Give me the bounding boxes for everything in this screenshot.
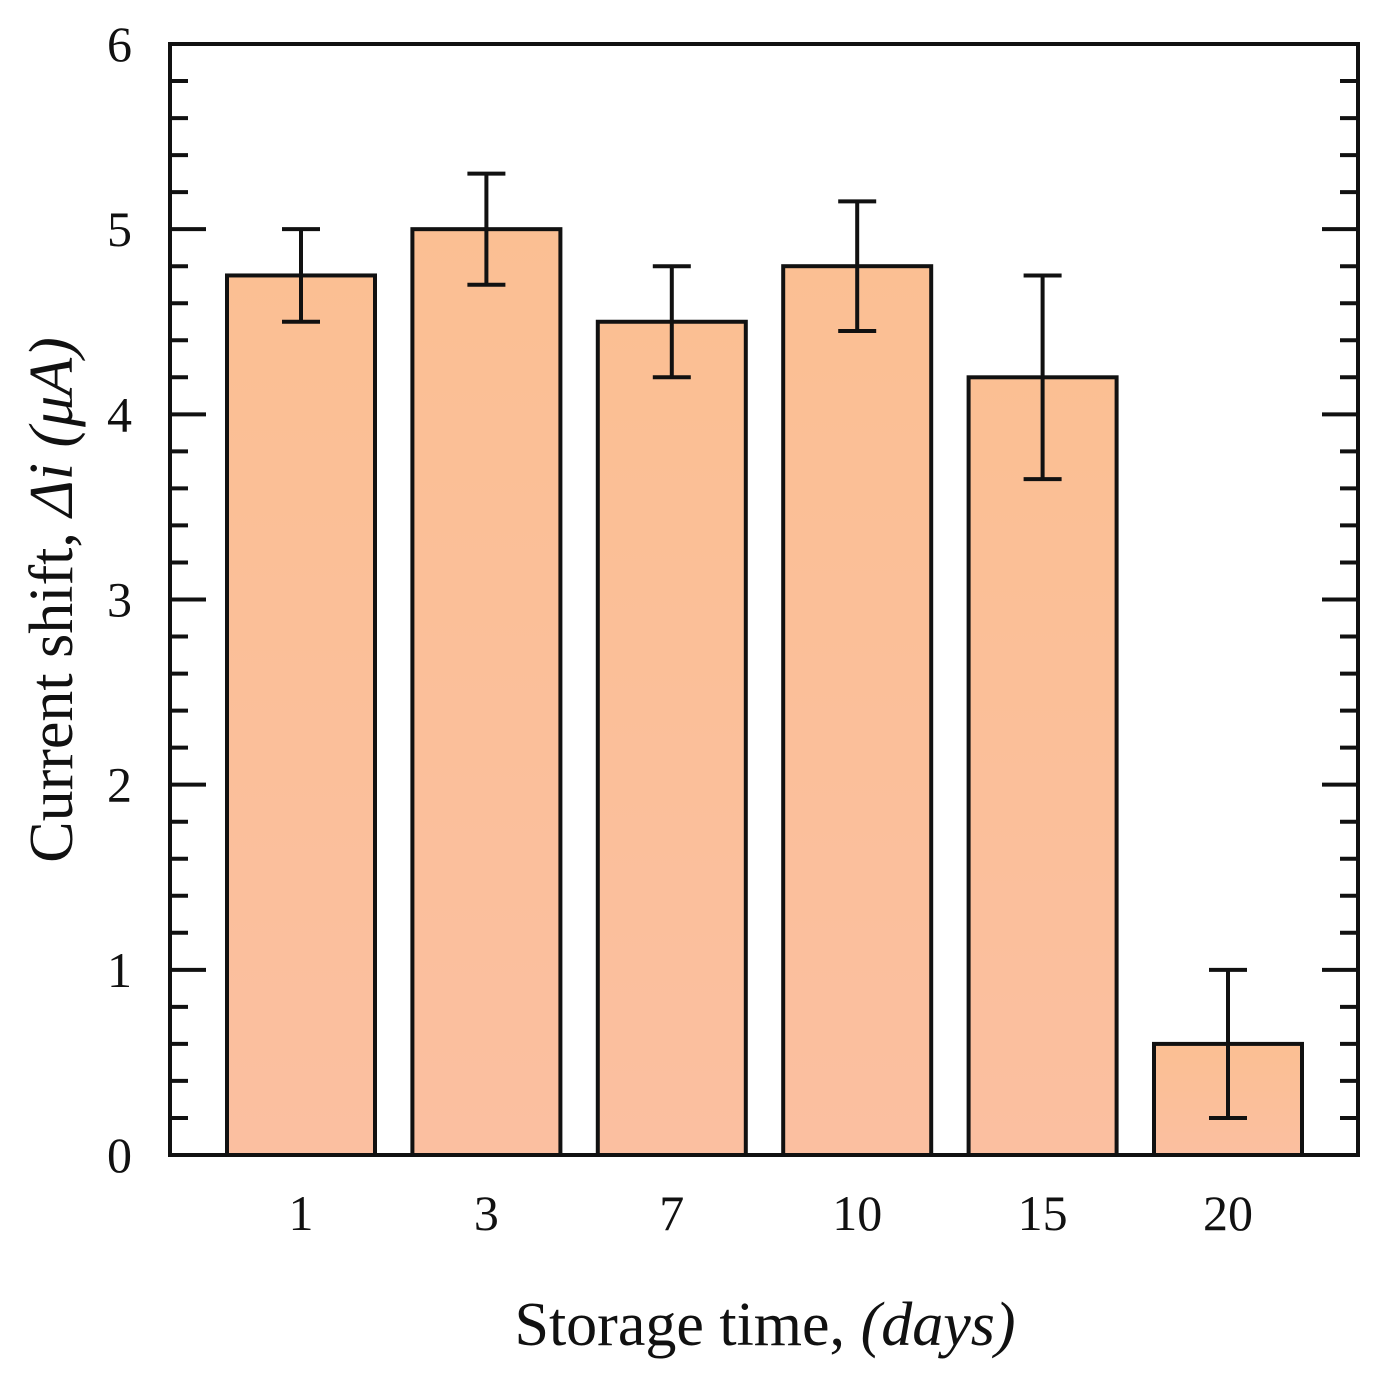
y-tick-label: 1 [107,942,132,998]
y-axis-title-symbol: Δi [18,463,86,520]
y-tick-label: 2 [107,757,132,813]
y-tick-label: 3 [107,572,132,628]
y-tick-labels: 0 1 2 3 4 5 6 [107,16,132,1183]
y-tick-label: 5 [107,201,132,257]
ticks-layer [170,42,1358,1157]
y-tick-label: 6 [107,16,132,72]
y-axis-title-prefix: Current shift, [18,517,86,863]
y-tick-label: 4 [107,386,132,442]
bars-layer [225,227,1304,1158]
error-bar-10 [838,199,877,334]
x-tick-label: 3 [474,1185,499,1241]
error-bar-15 [1023,273,1062,482]
x-axis-title-unit: (days) [861,1291,1016,1359]
x-tick-label: 15 [1018,1185,1068,1241]
bar-3 [410,227,563,1157]
x-axis-title-prefix: Storage time, [514,1291,860,1359]
error-bar-7 [652,264,691,380]
y-axis-title-gap [18,448,86,464]
y-axis-title: Current shift, Δi (μA) [18,337,86,863]
error-bar-20 [1209,967,1247,1120]
error-bar-1 [282,227,320,324]
bar-7 [595,319,748,1157]
x-tick-label: 7 [659,1185,684,1241]
x-tick-label: 1 [289,1185,314,1241]
x-tick-labels: 1 3 7 10 15 20 [289,1185,1254,1241]
x-tick-label: 10 [832,1185,882,1241]
error-bar-3 [467,171,506,287]
bar-10 [781,264,934,1157]
x-tick-label: 20 [1203,1185,1253,1241]
error-bars-layer [282,171,1247,1120]
x-axis-title: Storage time, (days) [514,1291,1015,1359]
y-tick-label: 0 [107,1127,132,1183]
bar-1 [225,273,377,1158]
bar-15 [966,375,1119,1157]
y-axis-title-unit: (μA) [18,337,86,447]
